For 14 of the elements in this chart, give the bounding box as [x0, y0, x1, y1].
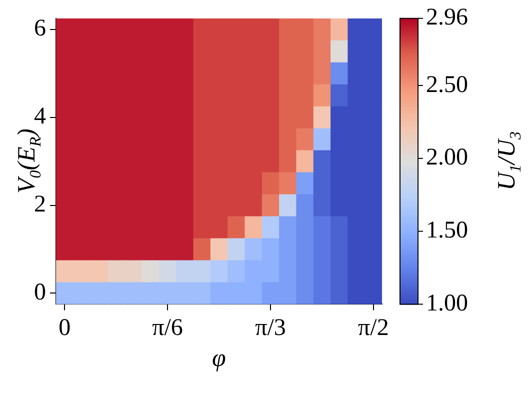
y-tick-label: 2: [34, 192, 46, 218]
y-tick-label: 4: [34, 104, 46, 130]
x-axis-title: φ: [212, 345, 226, 372]
x-tick-label: π/3: [255, 314, 286, 341]
color-bar-label: 2.50: [426, 72, 468, 98]
color-bar-label: 2.00: [426, 144, 468, 171]
x-tick-label: π/6: [152, 314, 183, 341]
x-tick-label: π/2: [358, 314, 389, 341]
color-bar-label: 2.96: [426, 4, 468, 31]
x-tick-label: 0: [58, 314, 71, 341]
color-bar-label: 1.50: [426, 218, 468, 244]
color-bar-label: 1.00: [426, 290, 468, 316]
y-tick-label: 0: [34, 280, 46, 306]
y-tick-label: 6: [34, 16, 46, 42]
